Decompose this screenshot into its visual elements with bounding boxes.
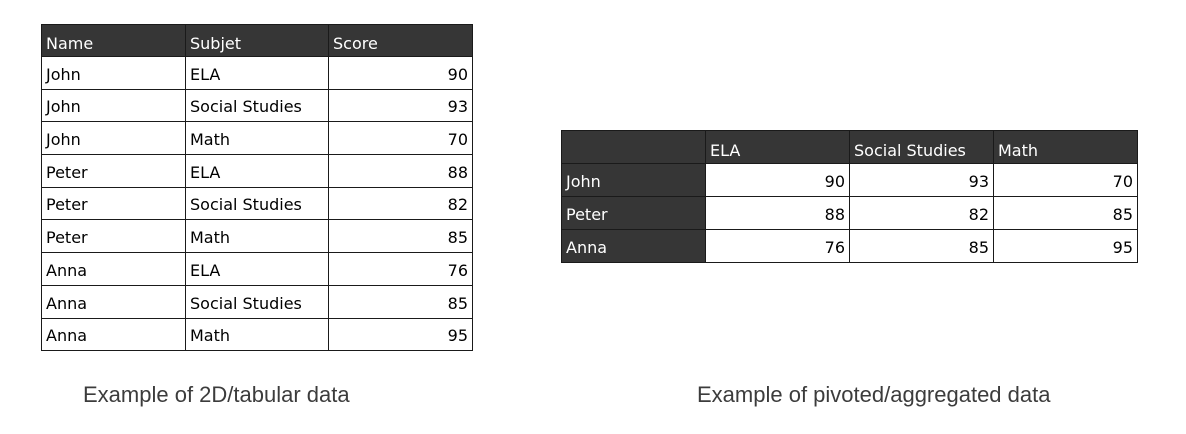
table-row: John Social Studies 93 (41, 88, 473, 123)
pivot-column-header: Math (993, 130, 1138, 164)
table-row: Anna Math 95 (41, 317, 473, 352)
pivot-row-header: Anna (561, 229, 706, 263)
table-row: Peter Math 85 (41, 219, 473, 254)
pivot-cell: 70 (993, 163, 1138, 197)
cell-subject: Math (185, 317, 329, 352)
table-row: Peter ELA 88 (41, 154, 473, 188)
cell-name: Peter (41, 154, 186, 188)
cell-score: 88 (328, 154, 473, 188)
pivot-row-header: John (561, 163, 706, 197)
cell-score: 95 (328, 317, 473, 352)
cell-score: 70 (328, 121, 473, 156)
table-row: John Math 70 (41, 121, 473, 156)
pivot-corner-cell (561, 130, 706, 164)
cell-subject: ELA (185, 154, 329, 188)
cell-name: John (41, 88, 186, 123)
table-row: Peter Social Studies 82 (41, 186, 473, 221)
column-header-name: Name (41, 24, 186, 57)
cell-subject: Social Studies (185, 284, 329, 319)
tabular-caption: Example of 2D/tabular data (83, 382, 350, 407)
pivot-row: John 90 93 70 (561, 163, 1138, 197)
pivot-column-header: Social Studies (849, 130, 994, 164)
cell-name: Anna (41, 252, 186, 286)
column-header-score: Score (328, 24, 473, 57)
column-header-subject: Subjet (185, 24, 329, 57)
table-row: Anna ELA 76 (41, 252, 473, 286)
cell-subject: Math (185, 121, 329, 156)
pivot-cell: 93 (849, 163, 994, 197)
cell-score: 90 (328, 56, 473, 90)
pivot-cell: 88 (705, 196, 850, 230)
table-row: John ELA 90 (41, 56, 473, 90)
cell-subject: Math (185, 219, 329, 254)
cell-name: John (41, 121, 186, 156)
cell-subject: Social Studies (185, 88, 329, 123)
cell-score: 82 (328, 186, 473, 221)
cell-subject: ELA (185, 252, 329, 286)
cell-subject: Social Studies (185, 186, 329, 221)
pivot-row: Peter 88 82 85 (561, 196, 1138, 230)
cell-name: Peter (41, 219, 186, 254)
table-row: Anna Social Studies 85 (41, 284, 473, 319)
pivot-caption: Example of pivoted/aggregated data (697, 382, 1051, 407)
cell-name: John (41, 56, 186, 90)
pivot-cell: 82 (849, 196, 994, 230)
cell-score: 93 (328, 88, 473, 123)
pivot-data-table: ELA Social Studies Math John 90 93 70 Pe… (561, 130, 1138, 263)
pivot-cell: 85 (993, 196, 1138, 230)
cell-score: 76 (328, 252, 473, 286)
pivot-row-header: Peter (561, 196, 706, 230)
pivot-cell: 95 (993, 229, 1138, 263)
pivot-cell: 90 (705, 163, 850, 197)
cell-name: Anna (41, 284, 186, 319)
tabular-data-table: Name Subjet Score John ELA 90 John Socia… (41, 24, 473, 352)
cell-name: Peter (41, 186, 186, 221)
cell-subject: ELA (185, 56, 329, 90)
cell-score: 85 (328, 284, 473, 319)
pivot-row: Anna 76 85 95 (561, 229, 1138, 263)
pivot-header-row: ELA Social Studies Math (561, 130, 1138, 164)
pivot-cell: 76 (705, 229, 850, 263)
cell-score: 85 (328, 219, 473, 254)
cell-name: Anna (41, 317, 186, 352)
pivot-column-header: ELA (705, 130, 850, 164)
pivot-cell: 85 (849, 229, 994, 263)
table-header-row: Name Subjet Score (41, 24, 473, 57)
